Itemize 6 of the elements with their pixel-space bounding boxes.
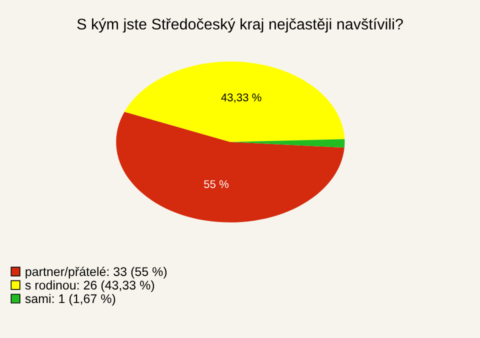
legend-label: s rodinou: 26 (43,33 %) (25, 280, 154, 292)
legend-label: sami: 1 (1,67 %) (25, 294, 116, 306)
legend-label: partner/přátelé: 33 (55 %) (26, 266, 167, 279)
chart-title: S kým jste Středočeský kraj nejčastěji navštívili? (77, 18, 403, 33)
data-label: 43,33 % (221, 93, 262, 103)
data-label: 55 % (204, 180, 229, 188)
